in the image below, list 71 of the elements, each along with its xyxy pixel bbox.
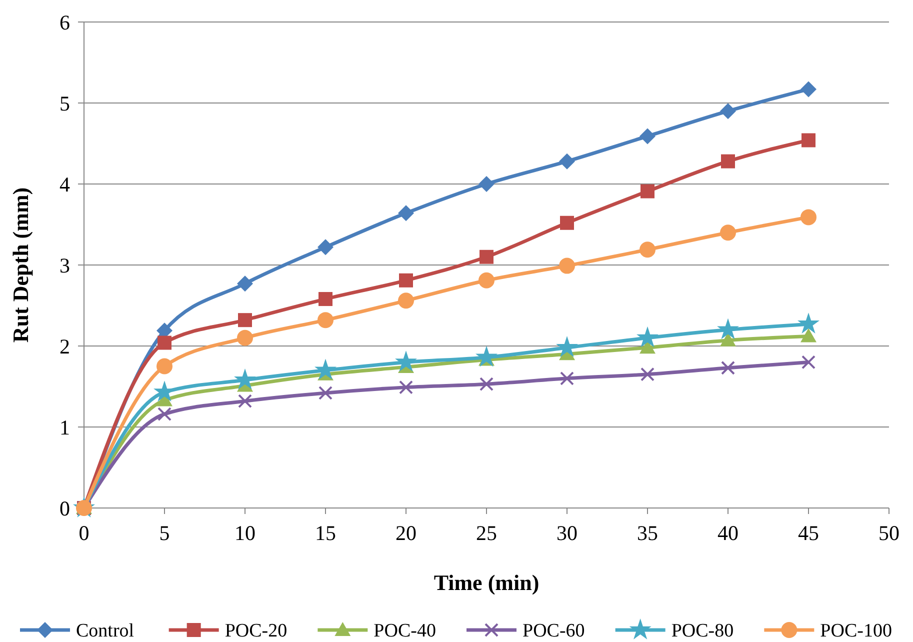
point — [721, 154, 735, 168]
legend-label: POC-20 — [224, 620, 288, 642]
y-tick-label: 6 — [60, 10, 70, 34]
point — [560, 216, 574, 230]
point — [480, 377, 494, 392]
point — [478, 272, 494, 288]
point — [399, 380, 413, 394]
point — [640, 184, 654, 198]
point — [318, 292, 332, 306]
x-tick-label: 15 — [315, 521, 336, 545]
point — [720, 332, 736, 346]
y-tick-label: 0 — [60, 496, 70, 520]
point — [720, 224, 736, 241]
x-tick-label: 50 — [878, 521, 900, 545]
point — [238, 313, 252, 328]
y-tick-label: 5 — [60, 91, 70, 116]
point — [802, 355, 816, 370]
x-axis-title: Time (min) — [434, 570, 540, 595]
point — [314, 358, 336, 380]
x-tick-label: 30 — [556, 521, 578, 545]
point — [158, 407, 172, 422]
point — [720, 103, 736, 120]
point — [480, 250, 494, 264]
point — [395, 350, 417, 372]
point — [478, 176, 494, 192]
point — [318, 386, 332, 400]
y-tick-label: 1 — [60, 415, 70, 440]
point — [721, 360, 735, 375]
legend-label: POC-40 — [374, 620, 436, 642]
point — [636, 326, 658, 348]
point — [398, 292, 414, 309]
point — [318, 239, 334, 256]
point — [559, 258, 575, 274]
point — [798, 312, 820, 334]
x-tick-label: 35 — [637, 521, 658, 545]
x-tick-label: 0 — [78, 521, 90, 545]
y-tick-label: 3 — [60, 253, 70, 278]
point — [556, 336, 578, 357]
x-tick-label: 45 — [798, 521, 819, 545]
point — [237, 276, 253, 292]
point — [158, 336, 172, 350]
y-tick-label: 4 — [60, 172, 70, 196]
point — [318, 312, 334, 328]
y-tick-label: 2 — [60, 334, 70, 358]
x-tick-label: 5 — [159, 521, 170, 545]
point — [640, 242, 656, 258]
point — [800, 328, 816, 342]
point — [640, 367, 654, 382]
point — [234, 368, 256, 390]
point — [559, 153, 575, 170]
x-tick-label: 10 — [234, 521, 256, 545]
point — [800, 81, 816, 98]
point — [238, 394, 252, 408]
legend-label: POC-100 — [820, 620, 892, 642]
legend-label: POC-80 — [671, 620, 734, 642]
x-tick-label: 40 — [718, 521, 738, 545]
point — [800, 209, 816, 226]
point — [156, 358, 172, 374]
point — [560, 371, 574, 386]
point — [398, 205, 414, 222]
point — [717, 318, 739, 340]
x-tick-label: 20 — [396, 521, 416, 545]
legend-label: Control — [76, 620, 134, 642]
point — [476, 346, 498, 367]
x-tick-label: 25 — [476, 521, 497, 545]
point — [640, 128, 656, 144]
y-axis-title: Rut Depth (mm) — [8, 187, 33, 343]
point — [399, 273, 413, 288]
point — [237, 330, 253, 346]
legend-label: POC-60 — [522, 620, 585, 642]
point — [802, 133, 816, 148]
